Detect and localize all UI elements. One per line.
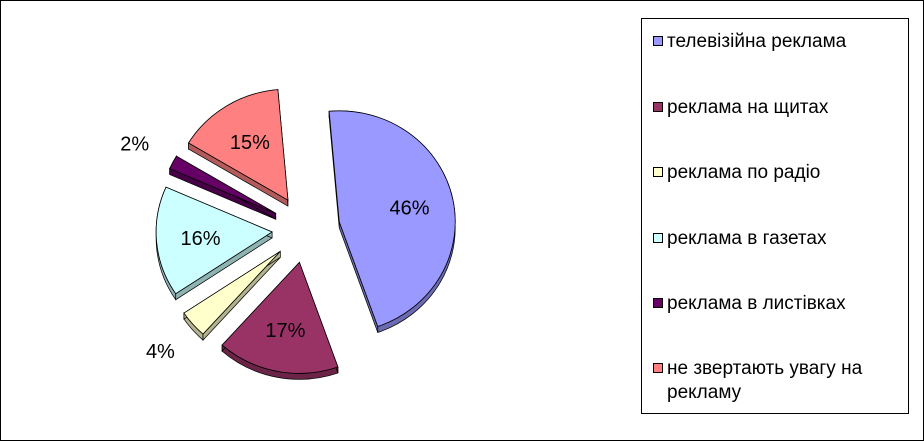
legend-swatch (653, 298, 663, 308)
legend-swatch (653, 102, 663, 112)
legend-label: реклама на щитах (667, 97, 829, 118)
legend-item: не звертають увагу на рекламу (653, 357, 898, 405)
pie-slice (169, 155, 277, 214)
pie-data-label: 16% (180, 228, 220, 250)
pie-data-label: 17% (265, 320, 305, 342)
legend-label: телевізійна реклама (667, 31, 847, 52)
legend-swatch (653, 233, 663, 243)
pie-data-label: 4% (146, 341, 175, 363)
legend-item: реклама в газетах (653, 227, 898, 251)
legend-item: телевізійна реклама (653, 30, 898, 54)
legend-label: реклама в листівках (667, 293, 846, 314)
pie-slice (221, 261, 339, 374)
legend-item: реклама в листівках (653, 292, 898, 316)
pie-slice (187, 89, 289, 201)
legend-swatch (653, 363, 663, 373)
legend-label: не звертають увагу на рекламу (667, 358, 863, 403)
legend-item: реклама по радіо (653, 161, 898, 185)
pie-chart: 46% 17% 4% 16% 2% 15% (120, 89, 456, 380)
legend-swatch (653, 36, 663, 46)
pie-data-label: 46% (390, 197, 430, 219)
pie-slice (155, 186, 273, 295)
legend-label: реклама по радіо (667, 162, 821, 183)
pie-data-label: 2% (120, 133, 149, 155)
legend-swatch (653, 167, 663, 177)
pie-slice (183, 250, 281, 335)
pie-slice (328, 110, 456, 328)
chart-legend: телевізійна реклама реклама на щитах рек… (641, 18, 909, 414)
legend-label: реклама в газетах (667, 228, 827, 249)
legend-item: реклама на щитах (653, 96, 898, 120)
pie-data-label: 15% (230, 132, 270, 154)
